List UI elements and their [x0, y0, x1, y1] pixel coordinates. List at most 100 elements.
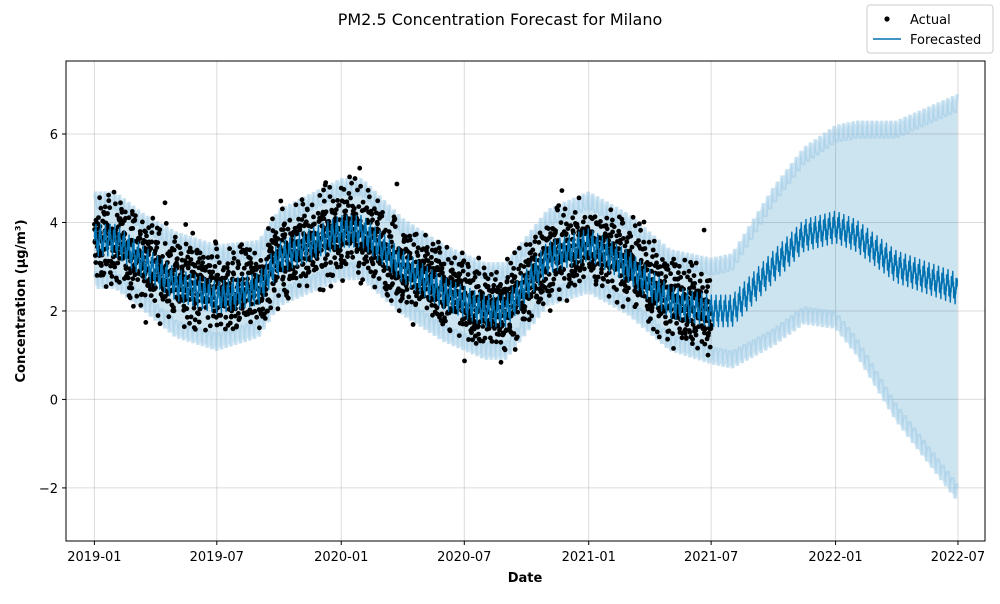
actual-point — [193, 326, 198, 332]
actual-point — [413, 231, 419, 237]
actual-point — [574, 272, 580, 278]
actual-point — [599, 283, 605, 289]
actual-point — [707, 278, 713, 283]
actual-point — [346, 203, 351, 209]
actual-point — [321, 187, 326, 193]
actual-point — [370, 261, 376, 267]
actual-point — [175, 256, 180, 262]
actual-point — [190, 230, 196, 236]
actual-point — [299, 197, 305, 203]
actual-point — [609, 278, 615, 284]
actual-point — [437, 250, 443, 255]
actual-point — [358, 183, 363, 189]
actual-point — [352, 176, 358, 181]
actual-point — [126, 215, 132, 221]
actual-point — [547, 308, 553, 313]
actual-point — [188, 257, 194, 262]
actual-point — [284, 289, 290, 295]
actual-point — [210, 275, 215, 281]
actual-point — [162, 241, 168, 246]
actual-point — [367, 194, 372, 200]
actual-point — [443, 318, 448, 324]
actual-point — [581, 274, 586, 280]
actual-point — [648, 316, 653, 322]
actual-point — [679, 335, 685, 341]
actual-point — [683, 336, 689, 341]
actual-point — [293, 275, 299, 281]
actual-point — [106, 198, 112, 204]
actual-point — [702, 341, 708, 347]
actual-point — [408, 237, 413, 243]
actual-point — [227, 246, 233, 252]
actual-point — [556, 287, 562, 292]
actual-point — [347, 174, 352, 180]
actual-point — [268, 305, 274, 311]
actual-point — [663, 314, 668, 320]
y-tick-label: 2 — [50, 305, 58, 320]
actual-point — [142, 292, 148, 298]
actual-point — [624, 239, 630, 245]
actual-point — [268, 245, 274, 251]
actual-point — [302, 213, 307, 219]
actual-point — [550, 281, 556, 287]
actual-point — [396, 308, 402, 314]
y-tick-label: 6 — [50, 128, 58, 143]
actual-point — [663, 274, 669, 280]
actual-point — [592, 214, 598, 220]
actual-point — [332, 255, 338, 261]
actual-point — [205, 315, 211, 320]
actual-point — [423, 232, 428, 238]
actual-point — [589, 229, 595, 235]
legend: Actual Forecasted — [866, 4, 994, 54]
actual-point — [618, 240, 623, 246]
actual-point — [577, 278, 582, 284]
actual-point — [113, 201, 118, 207]
actual-point — [356, 270, 361, 275]
actual-point — [638, 257, 644, 263]
actual-point — [406, 294, 412, 300]
actual-point — [357, 165, 363, 171]
actual-point — [339, 253, 344, 259]
actual-point — [476, 271, 482, 276]
actual-point — [296, 283, 302, 288]
actual-point — [229, 313, 234, 319]
actual-point — [370, 217, 375, 223]
actual-point — [608, 233, 614, 239]
actual-point — [620, 304, 626, 309]
actual-point — [462, 358, 467, 364]
actual-point — [658, 271, 664, 276]
actual-point — [234, 323, 240, 329]
actual-point — [287, 217, 293, 223]
actual-point — [327, 194, 333, 200]
actual-point — [129, 237, 135, 243]
actual-point — [568, 223, 574, 229]
actual-point — [118, 200, 123, 206]
actual-point — [236, 311, 241, 316]
actual-point — [540, 301, 546, 307]
actual-point — [562, 206, 568, 212]
actual-point — [111, 189, 117, 195]
actual-point — [549, 287, 555, 293]
actual-point — [171, 308, 177, 314]
actual-point — [343, 208, 349, 214]
actual-point — [150, 215, 156, 221]
actual-point — [149, 230, 155, 236]
actual-point — [310, 260, 316, 265]
actual-point — [304, 283, 310, 289]
actual-point — [429, 260, 434, 266]
actual-point — [620, 220, 626, 226]
actual-point — [321, 198, 327, 204]
actual-point — [595, 274, 601, 280]
actual-point — [424, 245, 430, 250]
actual-point — [328, 283, 334, 289]
actual-point — [171, 247, 177, 253]
actual-point — [187, 320, 192, 326]
actual-point — [278, 198, 284, 204]
actual-point — [514, 334, 520, 340]
actual-point — [515, 309, 521, 315]
actual-point — [676, 263, 682, 269]
actual-point — [168, 252, 174, 258]
actual-point — [441, 261, 447, 267]
actual-point — [580, 219, 586, 225]
actual-point — [375, 198, 381, 204]
